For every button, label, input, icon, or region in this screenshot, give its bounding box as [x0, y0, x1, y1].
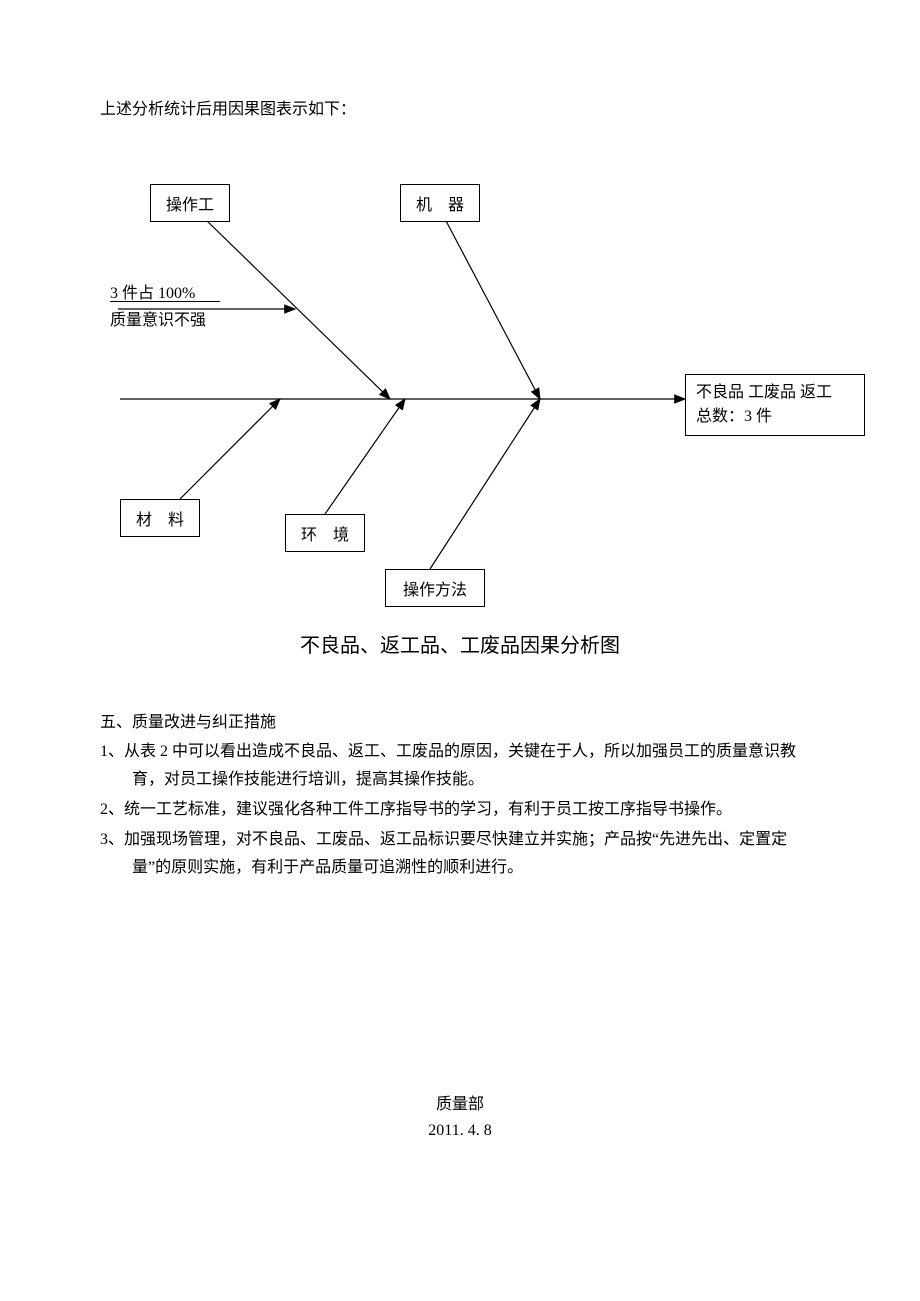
section5-item-2: 2、统一工艺标准，建议强化各种工件工序指导书的学习，有利于员工按工序指导书操作。 [100, 796, 820, 824]
effect-line1: 不良品 工废品 返工 [696, 384, 832, 401]
node-method: 操作方法 [385, 569, 485, 607]
node-effect: 不良品 工废品 返工 总数：3 件 [685, 374, 865, 436]
section5-item-1: 1、从表 2 中可以看出造成不良品、返工、工废品的原因，关键在于人，所以加强员工… [100, 738, 820, 794]
fishbone-diagram: 操作工 机 器 材 料 环 境 操作方法 不良品 工废品 返工 总数：3 件 3… [110, 169, 870, 599]
annotation-line1: 3 件占 100% [110, 279, 195, 303]
node-environment: 环 境 [285, 514, 365, 552]
annotation-underline [110, 301, 220, 302]
signature-date: 2011. 4. 8 [100, 1118, 820, 1144]
annotation-line2: 质量意识不强 [110, 306, 206, 330]
signature-dept: 质量部 [100, 1092, 820, 1118]
section5-heading: 五、质量改进与纠正措施 [100, 708, 820, 732]
effect-line2: 总数：3 件 [696, 408, 772, 425]
signature-block: 质量部 2011. 4. 8 [100, 1092, 820, 1143]
diagram-title: 不良品、返工品、工废品因果分析图 [100, 629, 820, 658]
intro-text: 上述分析统计后用因果图表示如下： [100, 95, 820, 119]
section5-item-3: 3、加强现场管理，对不良品、工废品、返工品标识要尽快建立并实施；产品按“先进先出… [100, 826, 820, 882]
node-material: 材 料 [120, 499, 200, 537]
node-machine: 机 器 [400, 184, 480, 222]
node-operator: 操作工 [150, 184, 230, 222]
